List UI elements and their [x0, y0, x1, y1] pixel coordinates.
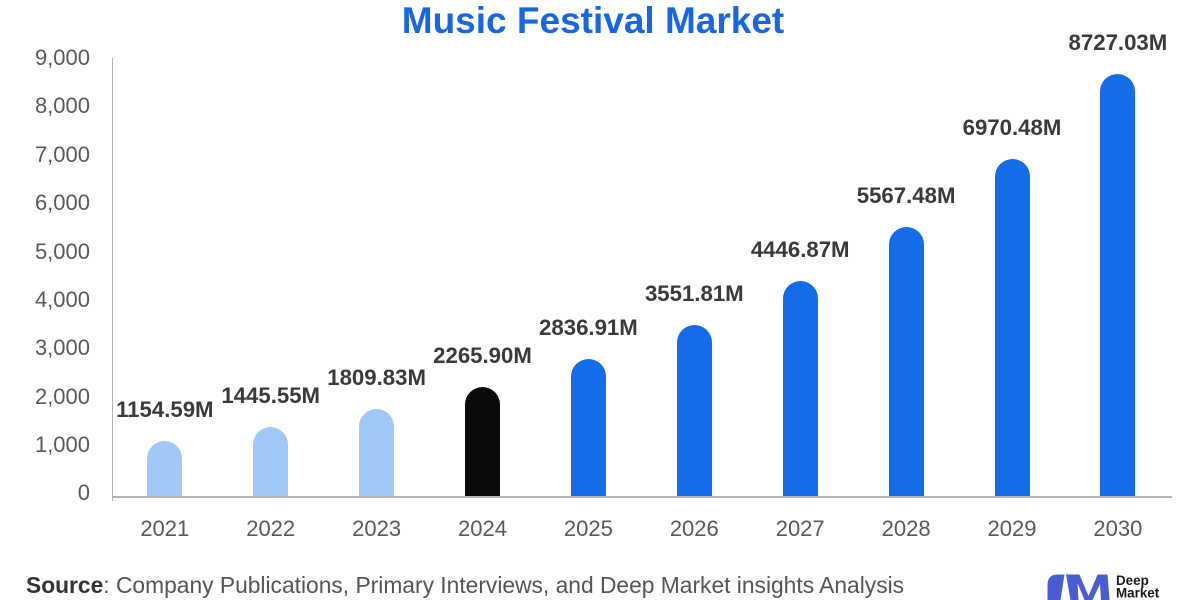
svg-text:Deep: Deep	[1116, 573, 1149, 588]
svg-text:Market: Market	[1116, 586, 1160, 600]
